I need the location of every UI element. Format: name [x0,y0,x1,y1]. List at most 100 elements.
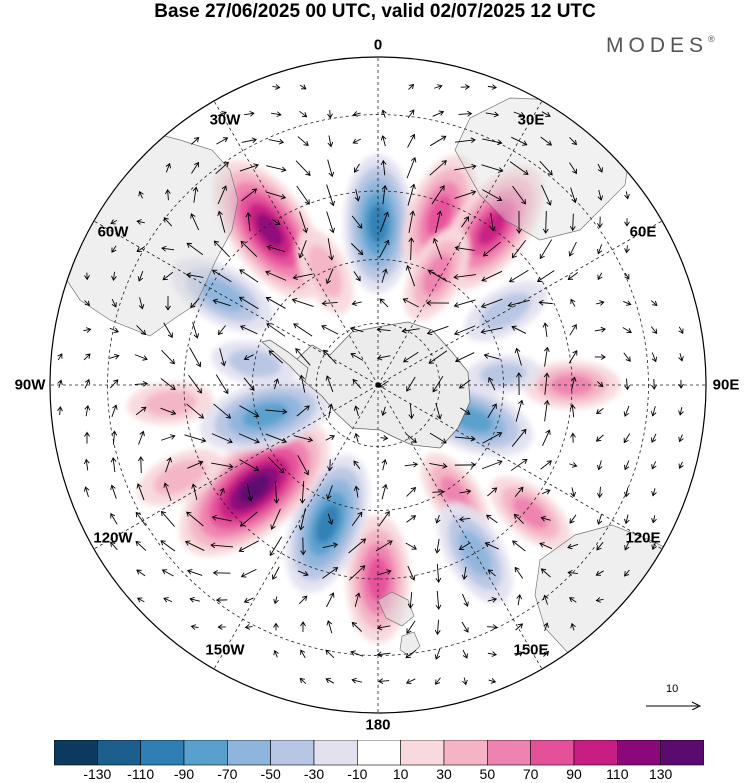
wind-vector [405,678,416,685]
wind-vector [431,185,445,205]
wind-vector [407,592,414,609]
wind-vector [245,212,252,232]
wind-vector [136,246,146,252]
colorbar-swatch [530,740,575,766]
wind-vector [136,569,146,577]
colorbar-swatch [140,740,185,766]
wind-vector [454,462,477,468]
anomaly-blob [465,354,541,394]
wind-vector [240,568,257,578]
colorbar-swatch [54,740,98,766]
wind-vector [188,374,202,394]
wind-vector [83,458,90,471]
wind-vector [381,109,387,118]
wind-vector [487,403,497,419]
wind-vector [596,381,604,388]
wind-vector [543,372,550,395]
wind-vector [184,540,205,551]
wind-vector [405,542,417,550]
wind-vector [454,435,476,442]
wind-vector [539,239,553,260]
wind-vector [326,592,335,608]
wind-vector [624,218,630,227]
wind-vector [487,624,498,630]
colorbar-swatch [443,740,488,766]
wind-vector [265,296,286,309]
wind-vector [488,678,497,684]
wind-vector [212,570,231,576]
wind-vector [192,321,200,339]
wind-vector [405,265,416,287]
wind-vector [327,159,335,178]
wind-vector [109,379,119,389]
wind-vector [569,323,577,336]
wind-vector [568,597,577,603]
wind-vector [215,374,229,395]
wind-vector [352,111,361,117]
wind-vector [427,269,448,282]
africa-outline [454,97,629,241]
wind-vector [596,541,604,551]
colorbar-swatch [660,740,704,766]
wind-vector [458,379,471,389]
wind-vector [540,136,553,146]
wind-vector [293,323,313,337]
wind-vector [189,347,202,368]
wind-vector [483,353,500,360]
wind-vector [461,593,469,607]
wind-vector [350,243,364,256]
wind-vector [485,514,498,524]
wind-vector [461,216,470,228]
wind-vector [238,433,260,444]
wind-vector [596,300,605,306]
wind-vector [569,162,578,175]
colorbar-swatch [617,740,661,766]
colorbar [54,740,704,766]
wind-vector [186,569,203,576]
colorbar-tick-label: 70 [522,766,539,782]
wind-vector [239,405,260,418]
wind-vector [240,240,258,257]
wind-vector [268,138,285,145]
wind-vector [434,619,441,636]
wind-vector [162,271,174,281]
wind-vector [512,185,526,205]
wind-vector [322,542,339,549]
wind-vector [300,621,306,633]
colorbar-tick-label: -30 [303,766,325,782]
wind-vector [426,300,450,306]
wind-vector [192,186,199,203]
wind-vector [454,163,477,171]
wind-vector [190,213,200,231]
brand-name: MODES [606,34,709,57]
wind-vector [454,245,475,251]
map-title: Base 27/06/2025 00 UTC, valid 02/07/2025… [154,1,596,22]
wind-vector [241,137,258,144]
wind-vector [624,541,630,551]
longitude-label: 90W [14,376,46,394]
wind-vector [191,483,198,500]
wind-vector [405,433,417,444]
wind-vector [241,188,258,202]
wind-vector [353,485,360,498]
wind-vector [111,298,117,308]
wind-vector [515,399,524,422]
wind-vector [273,622,279,631]
wind-vector [624,272,630,280]
wind-vector [434,84,443,90]
wind-vector [161,434,176,441]
wind-vector [481,270,503,282]
wind-vector [435,590,442,610]
wind-vector [271,219,281,225]
wind-vector [165,188,171,201]
pole-marker [375,382,381,388]
wind-vector [299,480,306,504]
wind-vector [482,241,501,257]
meridian-line [377,384,543,670]
wind-vector [426,325,449,336]
wind-vector [211,514,232,522]
wind-vector [434,648,441,660]
wind-vector [191,161,199,174]
wind-vector [353,271,361,282]
wind-vector [570,376,577,391]
